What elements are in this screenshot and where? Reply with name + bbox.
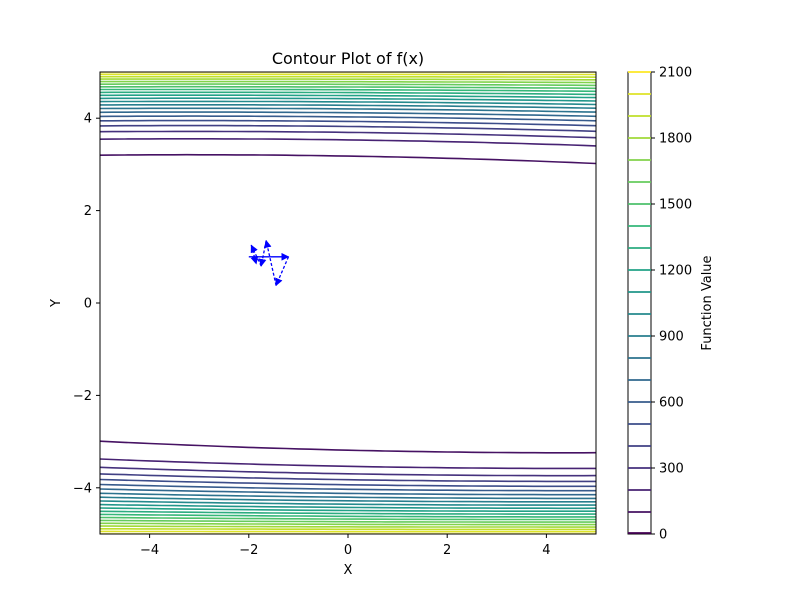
x-tick-label: 0 <box>344 543 352 558</box>
colorbar-tick-label: 1800 <box>659 132 692 147</box>
y-axis-ticks: −4 −2 0 2 4 <box>73 112 100 497</box>
y-tick-label: −2 <box>73 389 92 404</box>
colorbar-tick-label: 1200 <box>659 264 692 279</box>
contour-line-bottom <box>100 529 596 530</box>
plot-area <box>100 72 596 534</box>
colorbar: 0 300 600 900 1200 1500 1800 2100 Function Valu… <box>628 66 715 543</box>
colorbar-tick-label: 1500 <box>659 198 692 213</box>
colorbar-label: Function Value <box>700 255 715 350</box>
y-axis-label: Y <box>49 299 64 308</box>
x-axis-ticks: −4 −2 0 2 4 <box>140 534 551 558</box>
y-tick-label: 4 <box>84 112 92 127</box>
y-tick-label: 0 <box>84 297 92 312</box>
y-tick-label: −4 <box>73 481 92 496</box>
colorbar-tick-label: 900 <box>659 330 684 345</box>
chart-title: Contour Plot of f(x) <box>272 49 424 68</box>
x-tick-label: −4 <box>140 543 159 558</box>
colorbar-tick-label: 2100 <box>659 66 692 81</box>
colorbar-ticks: 0 300 600 900 1200 1500 1800 2100 <box>651 66 692 543</box>
x-tick-label: 2 <box>443 543 451 558</box>
y-tick-label: 2 <box>84 204 92 219</box>
contour-line-top <box>100 77 596 78</box>
contour-line-top <box>100 79 596 80</box>
x-tick-label: −2 <box>239 543 258 558</box>
colorbar-frame <box>628 72 651 534</box>
contour-line-bottom <box>100 526 596 527</box>
colorbar-tick-label: 300 <box>659 462 684 477</box>
x-axis-label: X <box>344 563 353 578</box>
colorbar-tick-label: 0 <box>659 528 667 543</box>
colorbar-tick-label: 600 <box>659 396 684 411</box>
x-tick-label: 4 <box>542 543 550 558</box>
